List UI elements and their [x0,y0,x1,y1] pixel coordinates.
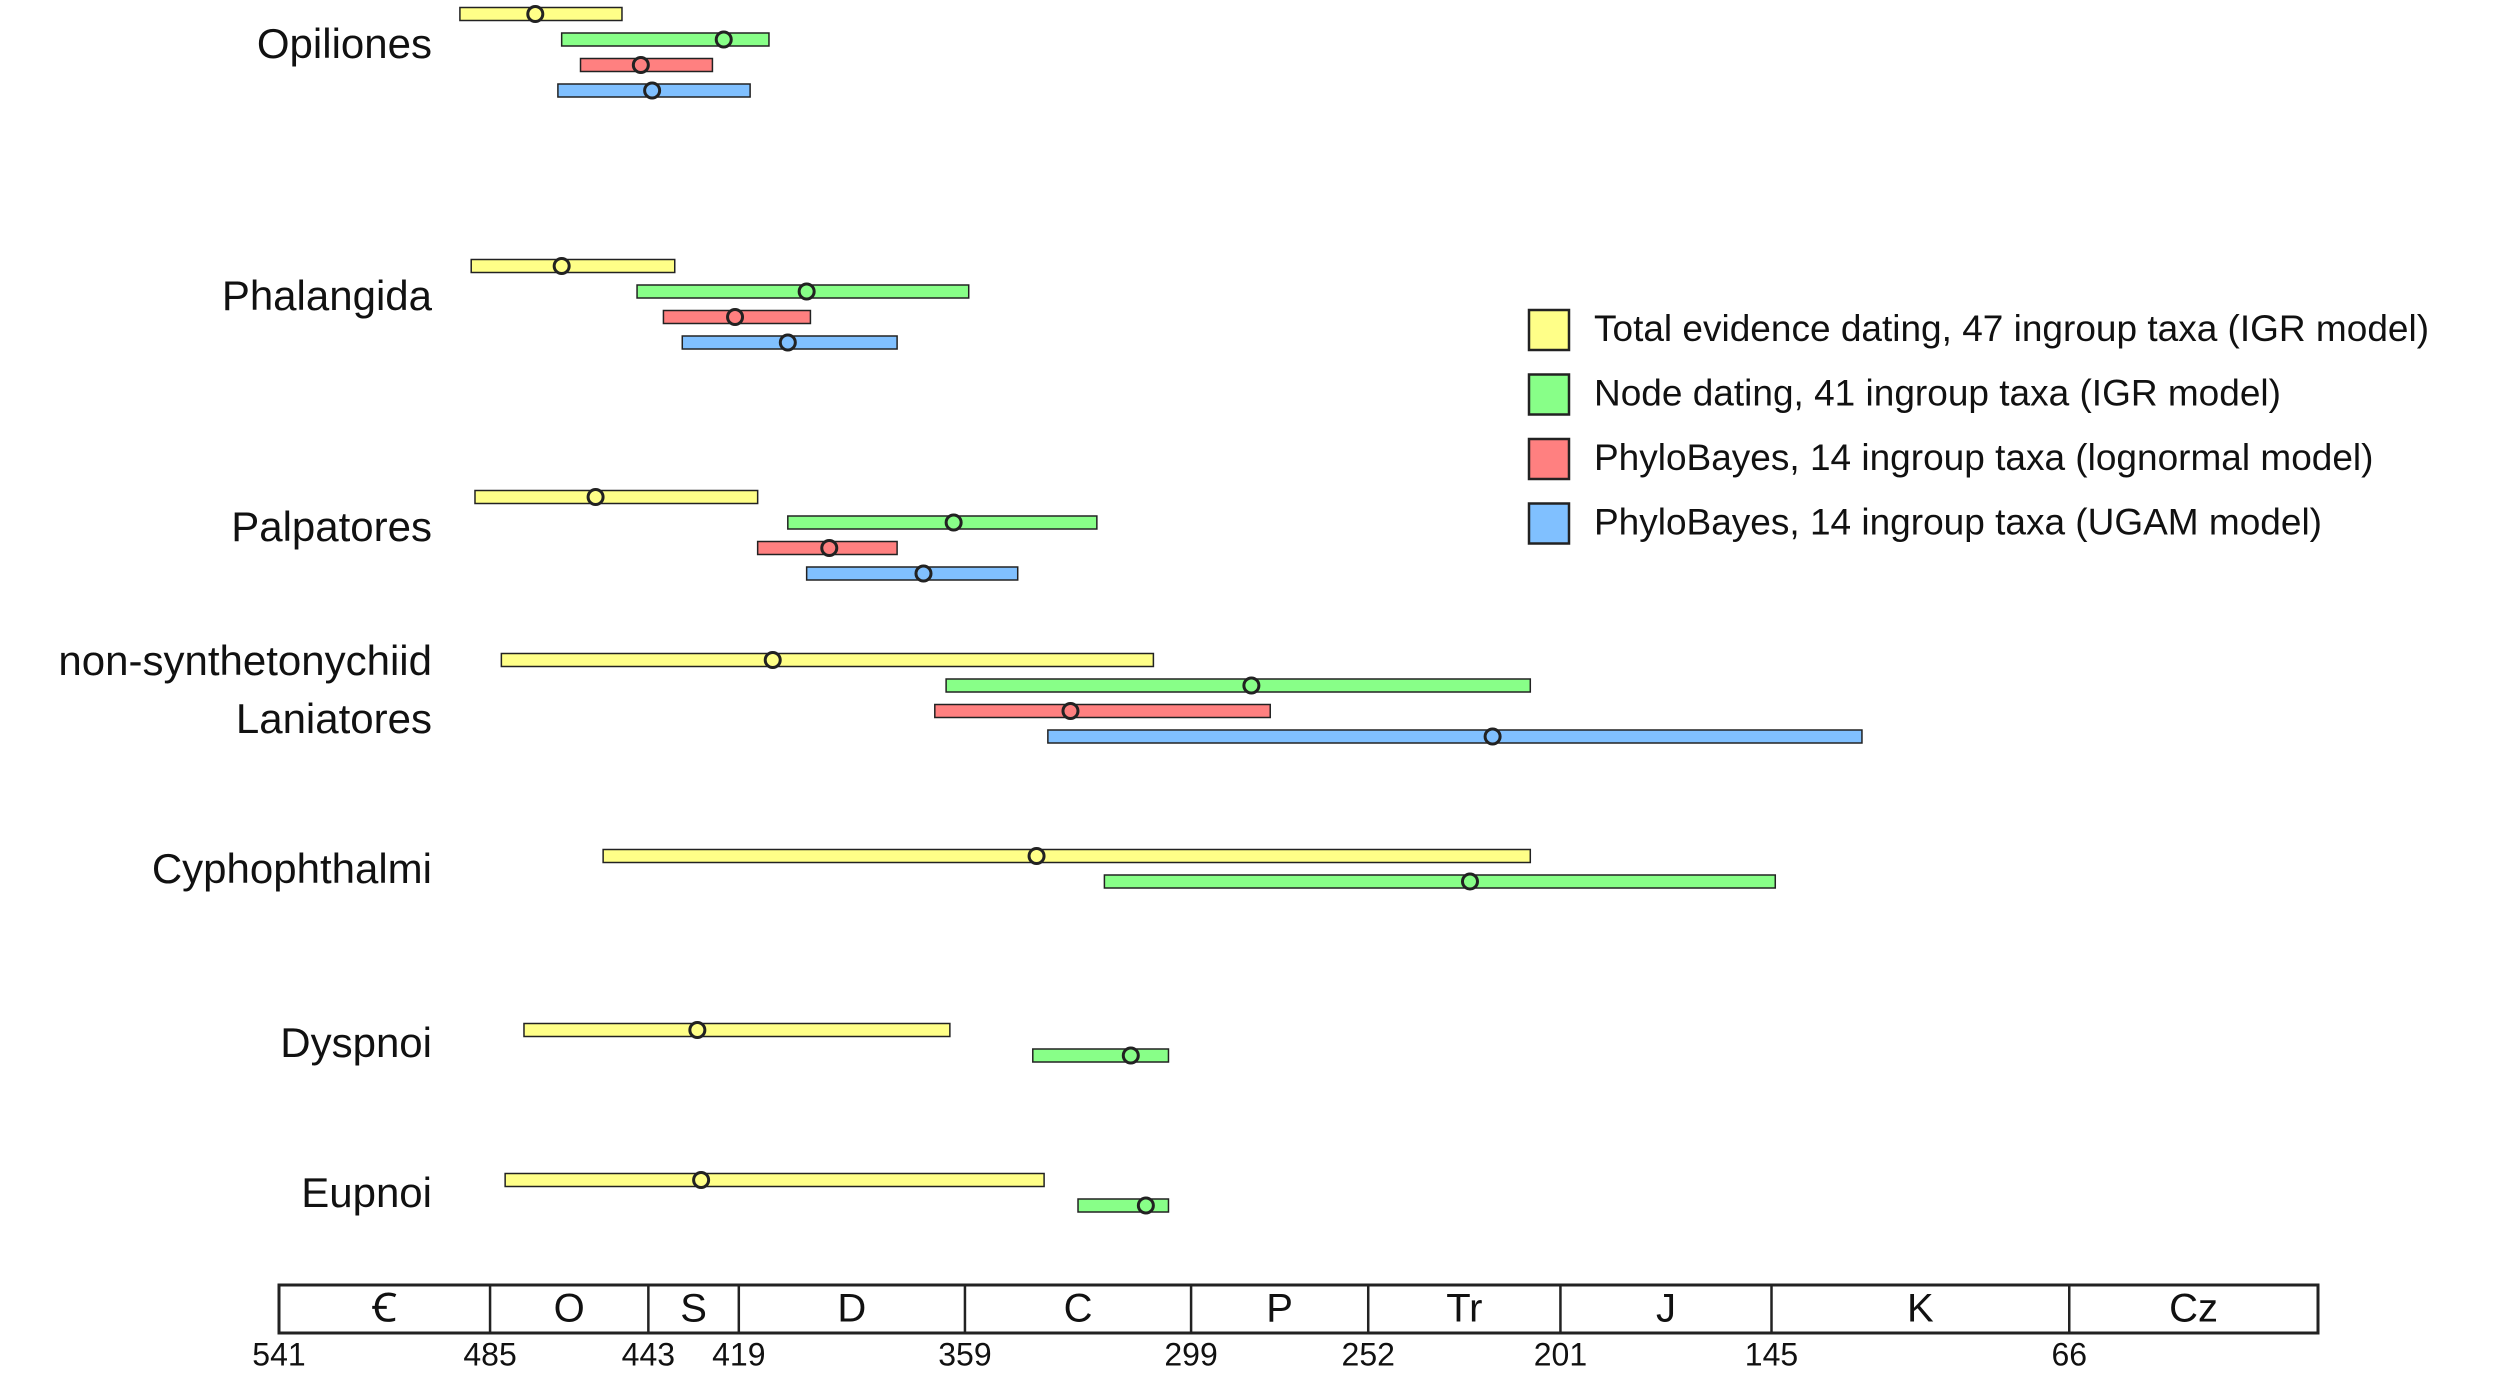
legend-swatch [1527,308,1571,352]
median-point [1061,702,1080,720]
legend-swatch [1527,437,1571,481]
range-bar [1103,874,1777,889]
median-point [631,56,650,74]
legend-label: Total evidence dating, 47 ingroup taxa (… [1594,308,2429,349]
x-tick-label: 443 [622,1336,675,1372]
period-label: D [837,1287,866,1331]
range-bar [523,1022,951,1038]
median-point [586,488,605,506]
legend-swatch [1527,502,1571,545]
legend-label: Node dating, 41 ingroup taxa (IGR model) [1594,372,2281,413]
legend-swatch [1527,373,1571,416]
legend-label: PhyloBayes, 14 ingroup taxa (lognormal m… [1594,437,2373,478]
x-tick-label: 359 [938,1336,991,1372]
median-point [1136,1196,1155,1215]
median-point [1460,872,1479,891]
x-tick-label: 299 [1164,1336,1217,1372]
median-point [1242,676,1261,695]
x-tick-label: 145 [1745,1336,1798,1372]
category-label: Opiliones [256,20,432,68]
period-label: Ꞓ [371,1287,397,1331]
median-point [688,1021,707,1039]
x-tick-label: 201 [1534,1336,1587,1372]
range-bar [945,678,1532,693]
period-label: P [1266,1287,1293,1331]
median-point [552,257,571,275]
median-point [763,651,782,669]
range-bar [787,515,1098,530]
median-point [643,81,662,100]
x-tick-label: 252 [1342,1336,1395,1372]
median-point [944,513,963,532]
x-tick-label: 541 [252,1336,305,1372]
period-label: Tr [1446,1287,1482,1331]
range-bar [1032,1048,1170,1063]
category-label: non-synthetonychiid Laniatores [58,637,432,743]
median-point [726,308,745,326]
median-point [797,282,816,301]
median-point [820,539,839,557]
median-point [1027,847,1046,865]
axis-box [277,1283,2320,1335]
period-label: J [1656,1287,1676,1331]
median-point [778,333,797,352]
category-label: Dyspnoi [280,1018,432,1066]
legend-label: PhyloBayes, 14 ingroup taxa (UGAM model) [1594,501,2322,542]
range-bar [500,652,1155,668]
period-label: C [1064,1287,1093,1331]
category-label: Eupnoi [301,1168,432,1216]
median-point [1483,727,1502,746]
period-label: K [1907,1287,1934,1331]
range-bar [1077,1198,1170,1213]
median-point [692,1171,711,1189]
category-label: Palpatores [231,503,432,551]
category-label: Phalangida [221,272,432,320]
x-tick-label: 66 [2051,1336,2087,1372]
x-tick-label: 419 [712,1336,765,1372]
median-point [1121,1046,1140,1065]
range-bar [560,32,770,47]
range-bar [934,703,1271,719]
range-bar [805,566,1019,581]
period-label: S [680,1287,707,1331]
period-label: O [554,1287,585,1331]
range-bar [602,848,1532,864]
x-tick-label: 485 [463,1336,516,1372]
range-bar [474,489,759,505]
range-bar [470,258,676,274]
median-point [914,564,933,583]
range-bar [504,1172,1045,1188]
category-label: Cyphophthalmi [151,844,432,892]
median-point [526,5,545,23]
period-label: Cz [2169,1287,2218,1331]
median-point [714,30,733,49]
range-bar [1047,729,1863,744]
